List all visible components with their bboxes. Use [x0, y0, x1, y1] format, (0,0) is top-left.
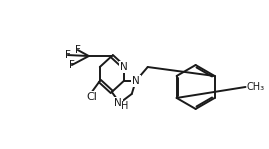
Text: F: F — [69, 60, 75, 70]
Text: N: N — [114, 98, 122, 108]
Text: H: H — [121, 101, 129, 111]
Text: F: F — [75, 45, 81, 55]
Text: Cl: Cl — [86, 92, 97, 102]
Text: F: F — [65, 50, 71, 60]
Text: CH₃: CH₃ — [246, 82, 265, 92]
Text: N: N — [132, 76, 140, 86]
Text: N: N — [120, 62, 128, 72]
